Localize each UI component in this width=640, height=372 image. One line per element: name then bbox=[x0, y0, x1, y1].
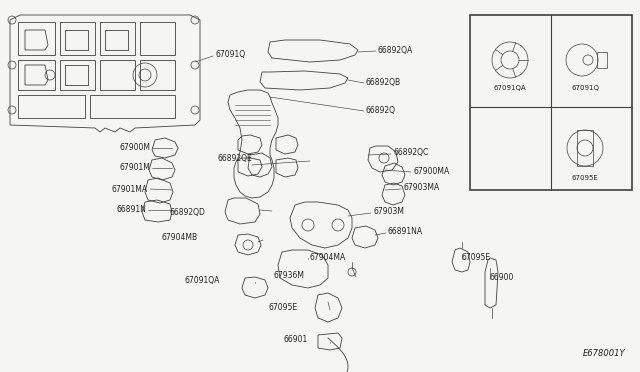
Bar bbox=[597, 52, 607, 68]
Text: 66891N: 66891N bbox=[116, 205, 146, 215]
Text: 67900M: 67900M bbox=[119, 144, 150, 153]
Text: 66892QA: 66892QA bbox=[378, 45, 413, 55]
Text: 67900MA: 67900MA bbox=[413, 167, 449, 176]
Text: E678001Y: E678001Y bbox=[582, 349, 625, 358]
Text: 67095E: 67095E bbox=[269, 304, 298, 312]
Text: 66892Q: 66892Q bbox=[366, 106, 396, 115]
Text: 66900: 66900 bbox=[490, 273, 515, 282]
Text: 67091Q: 67091Q bbox=[215, 51, 245, 60]
Text: 67091QA: 67091QA bbox=[493, 85, 526, 91]
Text: 67901M: 67901M bbox=[119, 164, 150, 173]
Text: 67904MA: 67904MA bbox=[310, 253, 346, 263]
Bar bbox=[577, 130, 593, 166]
Bar bbox=[470, 15, 632, 190]
Text: 66892QE: 66892QE bbox=[217, 154, 252, 164]
Text: 67903M: 67903M bbox=[373, 208, 404, 217]
Text: 67095E: 67095E bbox=[462, 253, 491, 263]
Text: 67091QA: 67091QA bbox=[184, 276, 220, 285]
Text: 66892QB: 66892QB bbox=[366, 77, 401, 87]
Text: 67901MA: 67901MA bbox=[112, 185, 148, 193]
Text: 66901: 66901 bbox=[284, 336, 308, 344]
Text: 67095E: 67095E bbox=[572, 175, 598, 181]
Text: 67904MB: 67904MB bbox=[162, 234, 198, 243]
Text: 67903MA: 67903MA bbox=[403, 183, 439, 192]
Text: 66892QC: 66892QC bbox=[393, 148, 428, 157]
Text: 67091Q: 67091Q bbox=[571, 85, 599, 91]
Text: 66892QD: 66892QD bbox=[169, 208, 205, 217]
Text: 66891NA: 66891NA bbox=[388, 228, 423, 237]
Text: 67936M: 67936M bbox=[274, 270, 305, 279]
